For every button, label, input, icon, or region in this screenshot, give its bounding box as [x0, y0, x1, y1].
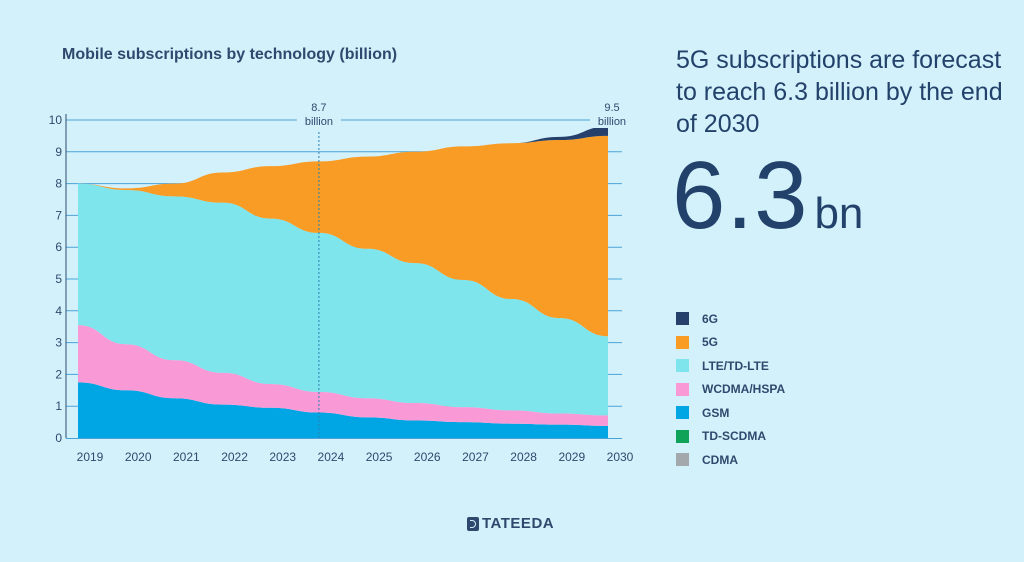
legend-swatch: [676, 312, 689, 326]
legend-label: TD-SCDMA: [702, 429, 766, 444]
legend: 6G 5G LTE/TD-LTE WCDMA/HSPA GSM TD-SCDMA…: [676, 307, 785, 472]
legend-swatch: [676, 453, 689, 467]
legend-label: LTE/TD-LTE: [702, 358, 769, 373]
x-tick-label: 2030: [607, 450, 634, 464]
area-wcdma-hspa: [78, 325, 608, 426]
area-series: [78, 126, 608, 438]
legend-item: TD-SCDMA: [676, 425, 785, 449]
big-number-value: 6.3: [672, 142, 809, 249]
x-tick-label: 2026: [414, 450, 441, 464]
legend-label: CDMA: [702, 452, 738, 467]
legend-swatch: [676, 335, 689, 349]
legend-swatch: [676, 429, 689, 443]
legend-item: CDMA: [676, 448, 785, 472]
x-tick-label: 2021: [173, 450, 200, 464]
y-tick-label: 4: [55, 304, 62, 318]
axes: 0 1 2 3 4 5 6 7 8 9 10 2019 2020 2021 2022 2023 2024 2025…: [49, 113, 634, 464]
big-number: 6.3 bn: [672, 146, 863, 246]
legend-label: 6G: [702, 311, 719, 326]
y-tick-label: 9: [55, 145, 62, 159]
x-tick-label: 2024: [318, 450, 345, 464]
annotation-bg: [590, 98, 634, 128]
legend-item: WCDMA/HSPA: [676, 378, 785, 402]
y-tick-label: 5: [55, 272, 62, 286]
legend-label: WCDMA/HSPA: [702, 382, 786, 397]
x-tick-label: 2023: [269, 450, 296, 464]
logo-text: TATEEDA: [482, 515, 555, 532]
legend-swatch: [676, 382, 689, 396]
legend-label: 5G: [702, 335, 719, 350]
legend-item: 5G: [676, 331, 785, 355]
annotation-unit: billion: [598, 116, 626, 128]
area-lte-td-lte: [78, 183, 608, 416]
x-tick-label: 2025: [366, 450, 393, 464]
legend-swatch: [676, 359, 689, 373]
x-tick-label: 2019: [77, 450, 104, 464]
x-tick-label: 2027: [462, 450, 489, 464]
y-tick-label: 10: [49, 113, 63, 127]
legend-item: LTE/TD-LTE: [676, 354, 785, 378]
y-tick-label: 6: [55, 240, 62, 254]
area-5g: [78, 135, 608, 337]
x-tick-label: 2028: [510, 450, 537, 464]
y-tick-label: 7: [55, 208, 62, 222]
y-tick-label: 8: [55, 177, 62, 191]
company-logo: TATEEDA: [467, 515, 554, 532]
headline: 5G subscriptions are forecast to reach 6…: [676, 46, 1003, 138]
y-tick-label: 0: [55, 431, 62, 445]
y-tick-label: 3: [55, 336, 62, 350]
x-tick-label: 2020: [125, 450, 152, 464]
y-tick-label: 2: [55, 367, 62, 381]
x-tick-label: 2022: [221, 450, 248, 464]
legend-label: GSM: [702, 405, 730, 420]
chart-title: Mobile subscriptions by technology (bill…: [62, 46, 398, 63]
big-number-unit: bn: [814, 189, 864, 238]
annotation-value: 8.7: [311, 102, 326, 114]
legend-item: 6G: [676, 307, 785, 331]
legend-item: GSM: [676, 401, 785, 425]
annotations: 8.7 billion 9.5 billion: [296, 98, 634, 438]
annotation-unit: billion: [305, 116, 333, 128]
legend-swatch: [676, 406, 689, 420]
area-gsm: [78, 382, 608, 438]
logo-icon: [467, 516, 479, 531]
x-tick-label: 2029: [558, 450, 585, 464]
annotation-value: 9.5: [604, 102, 619, 114]
annotation-bg: [296, 98, 341, 128]
y-tick-label: 1: [55, 399, 62, 413]
